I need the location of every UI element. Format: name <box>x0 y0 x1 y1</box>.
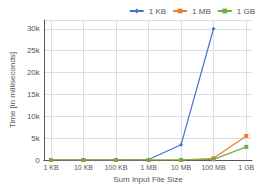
svg-text:1 KB: 1 KB <box>43 164 59 171</box>
svg-text:10k: 10k <box>27 112 41 121</box>
svg-text:100 MB: 100 MB <box>201 164 225 171</box>
svg-text:100 KB: 100 KB <box>104 164 127 171</box>
svg-text:10 KB: 10 KB <box>74 164 93 171</box>
svg-text:0: 0 <box>35 156 40 165</box>
svg-text:25k: 25k <box>27 46 41 55</box>
svg-text:30k: 30k <box>27 24 41 33</box>
svg-text:1 KB: 1 KB <box>149 7 166 16</box>
svg-text:1 MB: 1 MB <box>140 164 157 171</box>
svg-text:1 GB: 1 GB <box>238 164 254 171</box>
svg-text:10 MB: 10 MB <box>171 164 192 171</box>
svg-text:20k: 20k <box>27 68 41 77</box>
svg-text:1 MB: 1 MB <box>192 7 211 16</box>
svg-text:15k: 15k <box>27 90 41 99</box>
svg-text:Sum Input File Size: Sum Input File Size <box>113 175 183 184</box>
svg-text:1 GB: 1 GB <box>237 7 255 16</box>
svg-text:5k: 5k <box>31 134 40 143</box>
svg-text:Time [in milliseconds]: Time [in milliseconds] <box>8 52 17 128</box>
